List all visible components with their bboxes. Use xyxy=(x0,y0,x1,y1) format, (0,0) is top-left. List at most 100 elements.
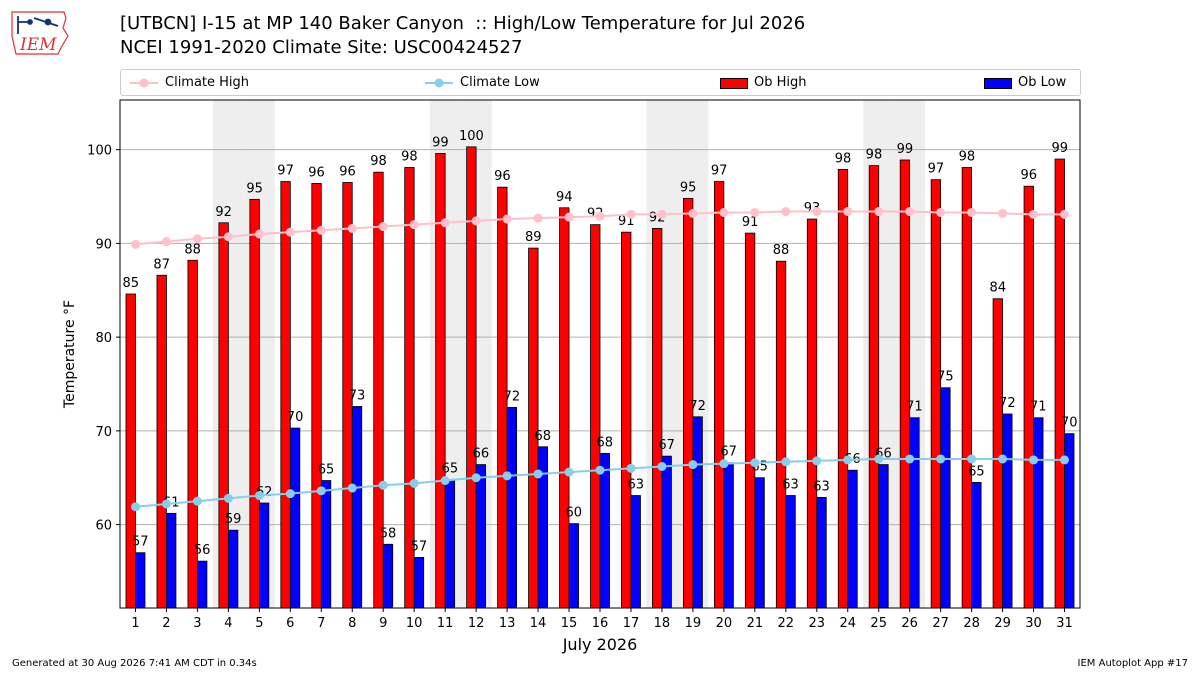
ob-low-bar xyxy=(382,543,394,609)
ob-low-data-label: 72 xyxy=(999,396,1016,411)
ob-high-bar xyxy=(466,146,477,609)
ob-low-data-label: 57 xyxy=(132,535,149,550)
ob-high-bar xyxy=(249,198,260,609)
ob-low-data-label: 68 xyxy=(535,429,552,444)
legend-climate-low: Climate Low xyxy=(424,74,540,91)
climate-low-point xyxy=(223,493,233,503)
x-tick-label: 16 xyxy=(592,616,609,631)
legend-climate-high: Climate High xyxy=(129,74,249,91)
climate-low-point xyxy=(874,454,884,464)
ob-high-data-label: 96 xyxy=(339,164,356,179)
climate-high-point xyxy=(781,207,791,217)
y-tick-label: 100 xyxy=(87,144,112,159)
ob-low-bar xyxy=(166,512,177,609)
generated-timestamp: Generated at 30 Aug 2026 7:41 AM CDT in … xyxy=(12,658,257,669)
ob-low-data-label: 71 xyxy=(1030,400,1047,415)
ob-high-bar xyxy=(125,293,136,609)
ob-high-data-label: 96 xyxy=(494,169,511,184)
climate-low-point xyxy=(812,456,822,466)
legend-label: Ob Low xyxy=(1018,75,1067,90)
climate-high-point xyxy=(564,212,574,222)
ob-low-data-label: 72 xyxy=(689,399,706,414)
ob-high-bar xyxy=(559,207,570,609)
climate-high-point xyxy=(750,207,760,217)
ob-high-data-label: 97 xyxy=(711,164,728,179)
legend-label: Climate High xyxy=(165,75,250,90)
ob-low-bar xyxy=(630,495,641,609)
x-tick-label: 27 xyxy=(932,616,949,631)
climate-low-point xyxy=(192,496,202,506)
ob-high-bar xyxy=(806,218,818,609)
ob-high-data-label: 92 xyxy=(215,205,232,220)
ob-low-data-label: 56 xyxy=(194,543,211,558)
ob-low-bar xyxy=(723,462,734,609)
ob-low-data-label: 59 xyxy=(225,512,242,527)
climate-low-point xyxy=(440,476,450,486)
legend-label: Ob High xyxy=(754,75,807,90)
y-tick-label: 80 xyxy=(95,331,112,346)
ob-low-bar xyxy=(475,464,487,609)
x-tick-label: 25 xyxy=(870,616,887,631)
ob-high-bar xyxy=(930,179,942,609)
ob-low-bar xyxy=(320,480,332,609)
ob-low-data-label: 67 xyxy=(658,438,675,453)
x-tick-label: 14 xyxy=(530,616,547,631)
climate-low-point xyxy=(564,467,574,477)
climate-low-point xyxy=(595,465,605,475)
y-axis-label: Temperature °F xyxy=(62,300,78,409)
climate-high-point xyxy=(1060,209,1070,219)
chart-title: [UTBCN] I-15 at MP 140 Baker Canyon :: H… xyxy=(120,13,806,34)
ob-high-data-label: 99 xyxy=(897,142,914,157)
ob-low-bar xyxy=(878,464,889,609)
climate-low-point xyxy=(1060,455,1070,465)
climate-low-point xyxy=(688,460,698,470)
climate-high-swatch-icon xyxy=(130,78,158,87)
x-tick-label: 9 xyxy=(379,616,387,631)
ob-low-data-label: 70 xyxy=(287,410,304,425)
climate-high-point xyxy=(347,223,357,233)
ob-low-bar xyxy=(785,495,796,609)
ob-high-data-label: 88 xyxy=(184,242,201,257)
x-tick-label: 31 xyxy=(1056,616,1073,631)
x-tick-label: 19 xyxy=(685,616,702,631)
app-credit: IEM Autoplot App #17 xyxy=(1077,658,1188,669)
climate-high-point xyxy=(657,209,667,219)
ob-high-data-label: 96 xyxy=(308,165,325,180)
ob-high-data-label: 98 xyxy=(866,148,883,163)
climate-high-point xyxy=(285,227,295,237)
ob-low-bar xyxy=(227,529,239,609)
climate-low-point xyxy=(626,463,636,473)
ob-low-bar xyxy=(692,416,703,609)
ob-high-data-label: 85 xyxy=(122,276,139,291)
climate-high-point xyxy=(378,222,388,232)
ob-low-bar xyxy=(351,406,363,609)
ob-low-data-label: 68 xyxy=(596,435,613,450)
x-tick-label: 7 xyxy=(317,616,325,631)
y-tick-label: 70 xyxy=(95,425,112,440)
x-tick-label: 6 xyxy=(286,616,294,631)
climate-low-point xyxy=(750,458,760,468)
climate-high-point xyxy=(936,207,946,217)
ob-high-data-label: 89 xyxy=(525,230,542,245)
climate-low-point xyxy=(1029,455,1039,465)
iem-logo-text: IEM xyxy=(19,35,57,55)
climate-high-point xyxy=(719,207,729,217)
x-tick-label: 13 xyxy=(499,616,516,631)
ob-low-data-label: 75 xyxy=(937,370,954,385)
legend-ob-low: Ob Low xyxy=(984,74,1066,91)
ob-low-bar xyxy=(971,482,982,609)
climate-low-point xyxy=(781,457,791,467)
ob-high-bar xyxy=(1023,185,1034,609)
climate-low-point xyxy=(533,469,543,479)
ob-low-data-label: 65 xyxy=(318,463,335,478)
ob-high-data-label: 95 xyxy=(246,181,263,196)
ob-low-bar xyxy=(816,497,827,609)
ob-high-bar xyxy=(775,260,787,609)
x-axis-label: July 2026 xyxy=(562,635,638,654)
climate-high-point xyxy=(161,237,171,247)
x-tick-label: 20 xyxy=(716,616,733,631)
ob-high-data-label: 97 xyxy=(928,162,945,177)
ob-high-data-label: 98 xyxy=(835,151,852,166)
climate-high-point xyxy=(223,232,233,242)
